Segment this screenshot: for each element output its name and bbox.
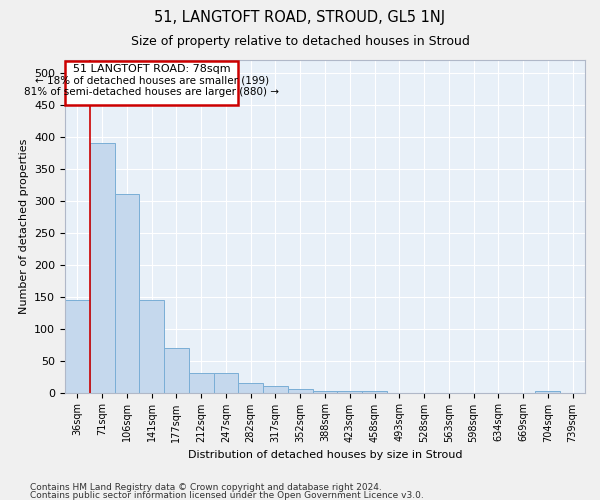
Bar xyxy=(164,348,189,393)
Bar xyxy=(214,374,238,392)
Bar xyxy=(238,383,263,392)
FancyBboxPatch shape xyxy=(65,62,238,105)
Bar xyxy=(263,386,288,392)
Text: 81% of semi-detached houses are larger (880) →: 81% of semi-detached houses are larger (… xyxy=(24,87,279,97)
Bar xyxy=(65,300,90,392)
Text: 51 LANGTOFT ROAD: 78sqm: 51 LANGTOFT ROAD: 78sqm xyxy=(73,64,230,74)
Bar xyxy=(115,194,139,392)
Text: 51, LANGTOFT ROAD, STROUD, GL5 1NJ: 51, LANGTOFT ROAD, STROUD, GL5 1NJ xyxy=(154,10,446,25)
Bar xyxy=(90,143,115,392)
Bar xyxy=(189,374,214,392)
Y-axis label: Number of detached properties: Number of detached properties xyxy=(19,138,29,314)
Text: Contains public sector information licensed under the Open Government Licence v3: Contains public sector information licen… xyxy=(30,490,424,500)
Bar xyxy=(139,300,164,392)
Text: Contains HM Land Registry data © Crown copyright and database right 2024.: Contains HM Land Registry data © Crown c… xyxy=(30,484,382,492)
X-axis label: Distribution of detached houses by size in Stroud: Distribution of detached houses by size … xyxy=(188,450,462,460)
Text: Size of property relative to detached houses in Stroud: Size of property relative to detached ho… xyxy=(131,35,469,48)
Bar xyxy=(288,390,313,392)
Text: ← 18% of detached houses are smaller (199): ← 18% of detached houses are smaller (19… xyxy=(35,76,269,86)
Bar xyxy=(313,390,337,392)
